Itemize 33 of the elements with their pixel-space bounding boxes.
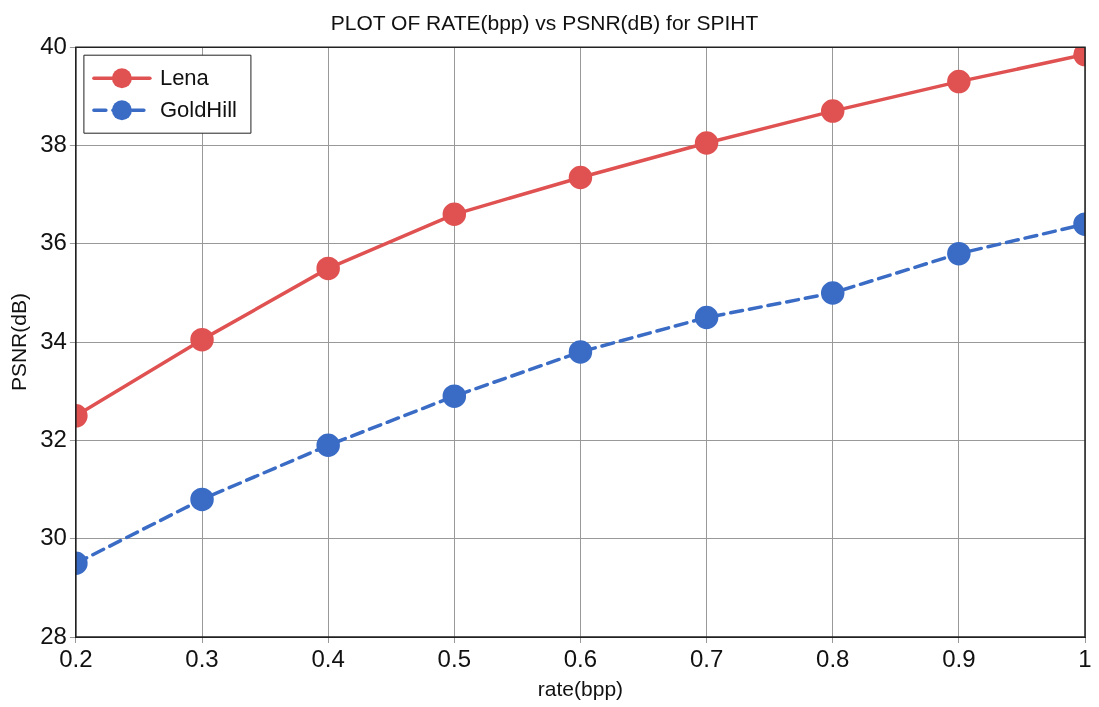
y-tick-label: 38 [40,130,67,158]
point [190,487,214,512]
point [947,69,971,94]
point [568,340,593,364]
point [316,256,340,281]
x-tick-label: 0.9 [942,645,976,673]
x-tick-label: 0.5 [437,645,471,673]
point [947,241,971,266]
y-axis-title: PSNR(dB) [7,293,31,392]
legend-label: GoldHill [159,97,237,123]
x-tick-label: 0.8 [816,645,850,673]
x-tick-label: 0.3 [185,645,219,673]
y-tick-label: 40 [40,31,67,59]
point [568,165,593,190]
point [316,433,340,458]
x-tick-label: 0.4 [311,645,345,673]
point [442,384,467,408]
legend-label: Lena [159,65,210,91]
y-tick-label: 36 [40,228,67,256]
chart-title: PLOT OF RATE(bpp) vs PSNR(dB) for SPIHT [330,11,759,35]
point [190,327,214,352]
x-tick-label: 0.6 [563,645,598,673]
y-tick-label: 32 [40,425,67,453]
y-tick-label: 34 [40,326,67,354]
point [442,202,467,227]
x-tick-label: 1 [1078,645,1092,673]
x-tick-label: 0.7 [689,645,724,673]
point [820,99,845,123]
point [694,131,719,155]
point [820,281,845,305]
y-tick-label: 30 [40,523,67,551]
point [694,305,719,330]
x-axis-title: rate(bpp) [537,677,624,701]
